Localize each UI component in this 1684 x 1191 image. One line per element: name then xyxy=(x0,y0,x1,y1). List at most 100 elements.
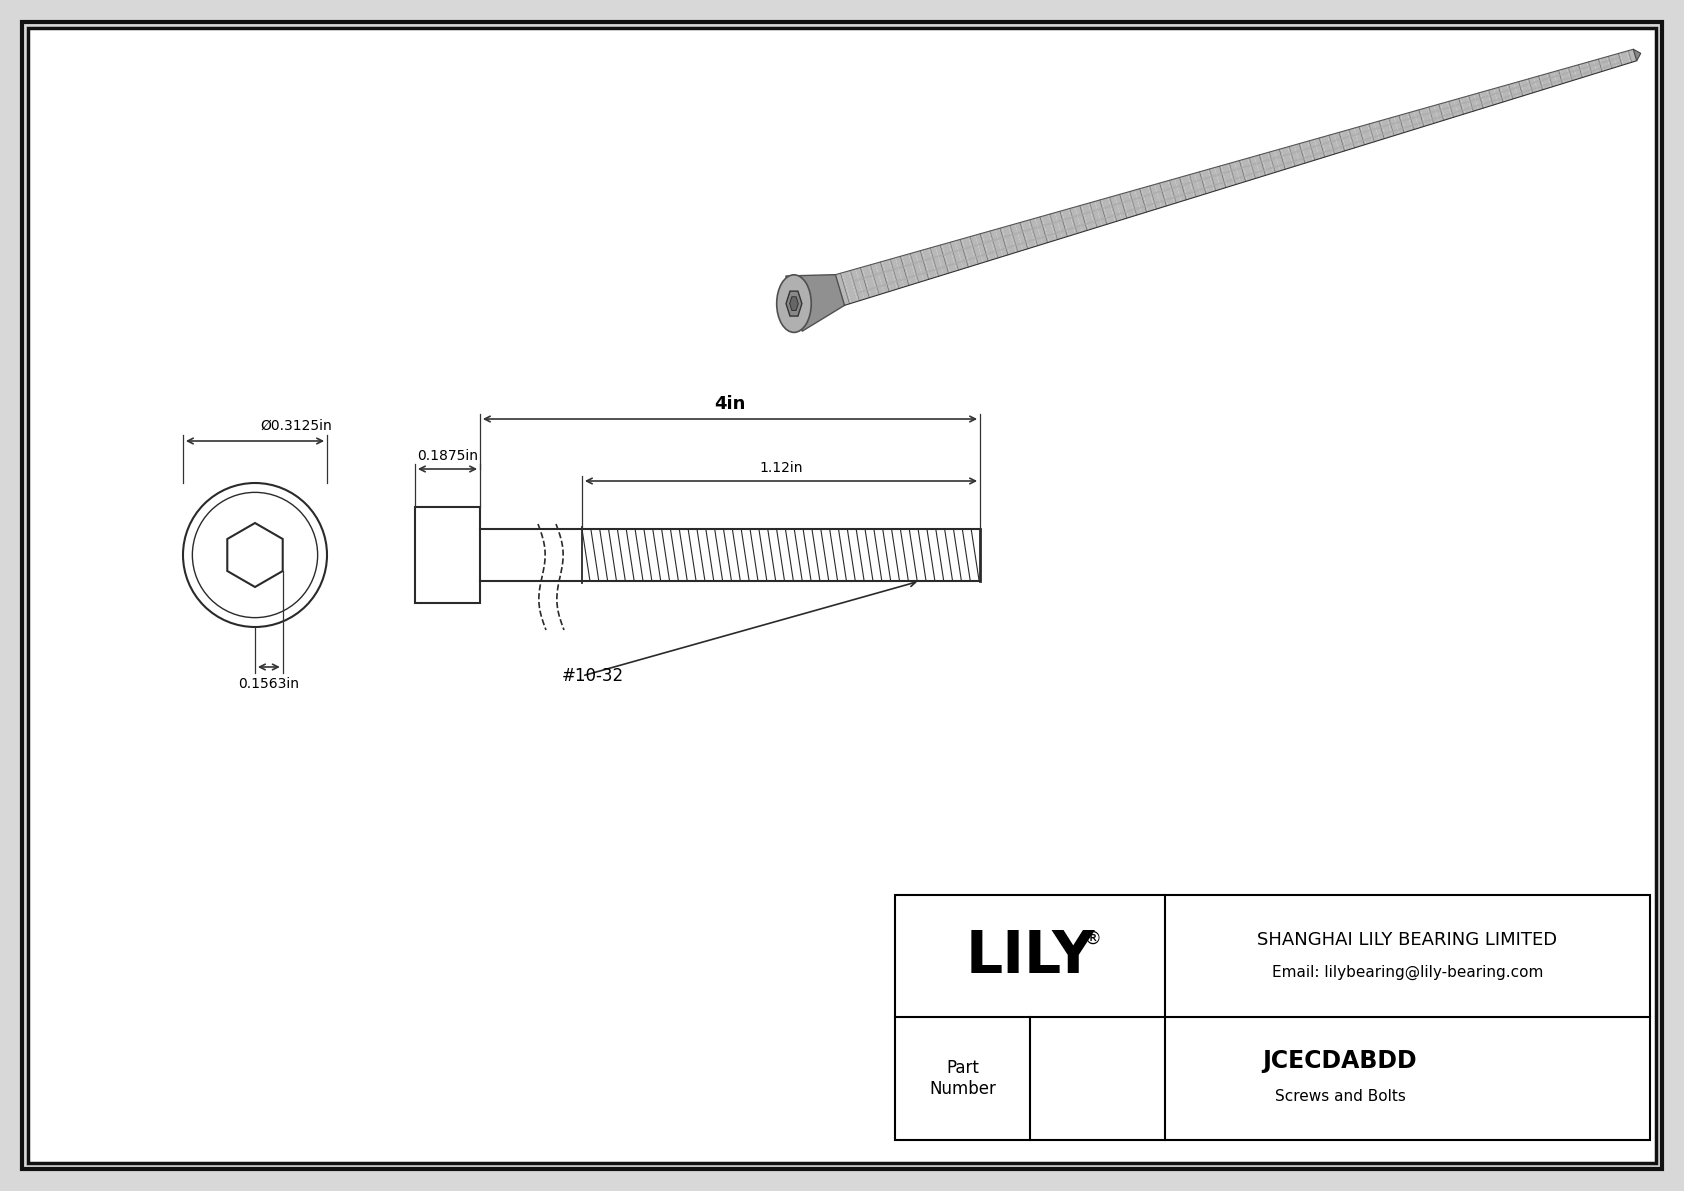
Polygon shape xyxy=(855,267,871,299)
Text: 1.12in: 1.12in xyxy=(759,461,803,475)
Polygon shape xyxy=(869,263,884,295)
Polygon shape xyxy=(1248,156,1260,179)
Polygon shape xyxy=(1122,192,1135,218)
Polygon shape xyxy=(842,270,857,304)
Polygon shape xyxy=(1221,164,1234,187)
Polygon shape xyxy=(1586,61,1596,75)
Polygon shape xyxy=(1201,169,1214,193)
Text: ®: ® xyxy=(1083,929,1101,947)
Polygon shape xyxy=(1500,85,1511,101)
Polygon shape xyxy=(1061,208,1076,236)
Circle shape xyxy=(192,492,318,618)
Polygon shape xyxy=(1374,120,1386,141)
Polygon shape xyxy=(1633,49,1640,61)
Text: #10-32: #10-32 xyxy=(562,667,625,685)
Polygon shape xyxy=(1169,179,1180,204)
Polygon shape xyxy=(955,239,970,269)
Polygon shape xyxy=(849,269,864,301)
Text: Screws and Bolts: Screws and Bolts xyxy=(1275,1090,1406,1104)
Polygon shape xyxy=(1314,137,1327,158)
Polygon shape xyxy=(1381,119,1393,138)
Polygon shape xyxy=(1295,143,1307,164)
Bar xyxy=(414,507,480,603)
Polygon shape xyxy=(1047,213,1063,241)
Polygon shape xyxy=(948,241,963,270)
Polygon shape xyxy=(1453,98,1465,116)
Polygon shape xyxy=(1421,107,1431,126)
Polygon shape xyxy=(1428,106,1438,124)
Polygon shape xyxy=(862,266,877,298)
Polygon shape xyxy=(921,249,936,279)
Polygon shape xyxy=(1573,64,1585,79)
Polygon shape xyxy=(1507,83,1517,100)
Polygon shape xyxy=(1521,80,1531,95)
Polygon shape xyxy=(989,230,1004,258)
Polygon shape xyxy=(889,257,904,289)
Polygon shape xyxy=(1580,62,1590,77)
Text: Part
Number: Part Number xyxy=(930,1059,995,1098)
Polygon shape xyxy=(1095,200,1108,226)
Polygon shape xyxy=(1015,222,1029,250)
Polygon shape xyxy=(1255,155,1266,177)
Circle shape xyxy=(184,484,327,626)
Polygon shape xyxy=(1068,207,1083,233)
Polygon shape xyxy=(1002,226,1015,255)
Polygon shape xyxy=(1367,123,1379,142)
Polygon shape xyxy=(1042,214,1056,242)
Polygon shape xyxy=(876,262,891,293)
Polygon shape xyxy=(1394,116,1406,135)
Polygon shape xyxy=(1174,177,1187,201)
Polygon shape xyxy=(1627,49,1637,63)
Polygon shape xyxy=(786,291,802,316)
Polygon shape xyxy=(1307,139,1320,161)
Polygon shape xyxy=(1548,71,1558,87)
Text: Email: lilybearing@lily-bearing.com: Email: lilybearing@lily-bearing.com xyxy=(1271,965,1543,980)
Polygon shape xyxy=(1180,175,1194,199)
Polygon shape xyxy=(941,243,957,273)
Text: 0.1563in: 0.1563in xyxy=(239,676,300,691)
Polygon shape xyxy=(882,260,898,291)
Polygon shape xyxy=(1487,88,1499,106)
Polygon shape xyxy=(1480,91,1492,107)
Polygon shape xyxy=(968,235,983,264)
Polygon shape xyxy=(1593,58,1603,73)
Text: Ø0.3125in: Ø0.3125in xyxy=(259,419,332,434)
Polygon shape xyxy=(1440,102,1452,120)
Polygon shape xyxy=(909,252,925,283)
Text: 0.1875in: 0.1875in xyxy=(418,449,478,463)
Polygon shape xyxy=(975,233,990,262)
Polygon shape xyxy=(790,297,798,311)
Polygon shape xyxy=(1128,191,1142,216)
Polygon shape xyxy=(962,237,977,267)
Polygon shape xyxy=(928,247,943,276)
Polygon shape xyxy=(1194,172,1207,195)
Polygon shape xyxy=(1340,130,1352,150)
Polygon shape xyxy=(1162,181,1175,206)
Polygon shape xyxy=(1074,205,1090,232)
Polygon shape xyxy=(1241,158,1255,181)
Polygon shape xyxy=(227,523,283,587)
Polygon shape xyxy=(1334,132,1346,152)
Polygon shape xyxy=(1408,111,1420,130)
Polygon shape xyxy=(1433,104,1445,121)
Polygon shape xyxy=(1009,224,1022,252)
Polygon shape xyxy=(1101,198,1115,224)
Text: JCECDABDD: JCECDABDD xyxy=(1263,1049,1418,1073)
Polygon shape xyxy=(1566,67,1578,81)
Polygon shape xyxy=(1494,87,1505,104)
Polygon shape xyxy=(914,250,930,281)
Polygon shape xyxy=(1228,162,1241,185)
Polygon shape xyxy=(1320,136,1334,156)
Polygon shape xyxy=(1148,185,1162,210)
Polygon shape xyxy=(1108,195,1122,222)
Polygon shape xyxy=(1327,133,1340,155)
Polygon shape xyxy=(1022,220,1036,248)
Polygon shape xyxy=(1607,55,1617,69)
Polygon shape xyxy=(1600,57,1610,71)
Polygon shape xyxy=(896,256,911,287)
Polygon shape xyxy=(935,244,950,275)
Polygon shape xyxy=(835,273,850,305)
Polygon shape xyxy=(1135,188,1148,213)
Polygon shape xyxy=(1474,93,1485,110)
Polygon shape xyxy=(1415,110,1425,127)
